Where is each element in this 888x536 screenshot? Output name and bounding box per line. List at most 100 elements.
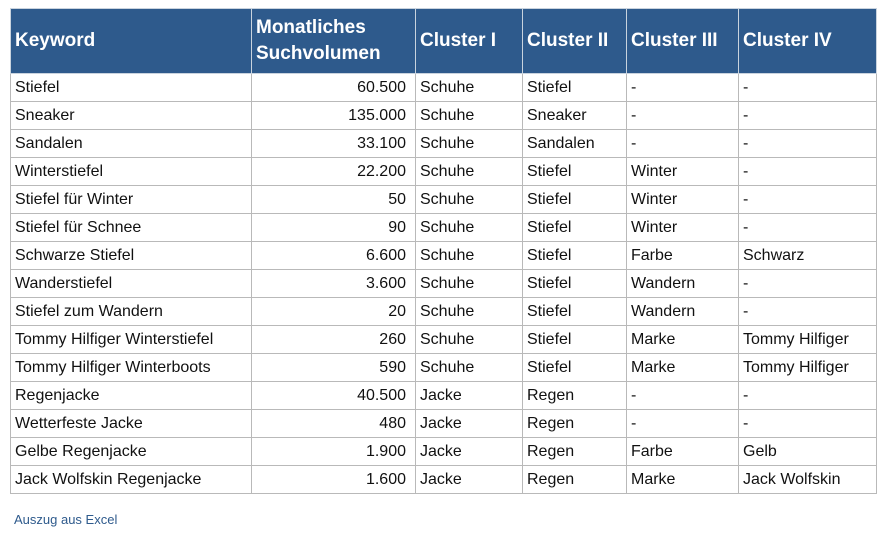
cluster-4-cell: - xyxy=(738,157,877,186)
keyword-cell: Winterstiefel xyxy=(10,157,252,186)
cluster-1-cell: Schuhe xyxy=(415,185,523,214)
table-row: Sandalen 33.100 Schuhe Sandalen - - xyxy=(10,129,877,158)
table-row: Schwarze Stiefel 6.600 Schuhe Stiefel Farbe S… xyxy=(10,241,877,270)
cluster-3-cell: Winter xyxy=(626,157,739,186)
cluster-2-cell: Stiefel xyxy=(522,157,627,186)
cluster-3-cell: Marke xyxy=(626,465,739,494)
keyword-cell: Jack Wolfskin Regenjacke xyxy=(10,465,252,494)
cluster-2-cell: Stiefel xyxy=(522,297,627,326)
header-cluster-1: Cluster I xyxy=(415,8,523,74)
keyword-cell: Regenjacke xyxy=(10,381,252,410)
cluster-2-cell: Regen xyxy=(522,437,627,466)
cluster-4-cell: - xyxy=(738,213,877,242)
cluster-2-cell: Regen xyxy=(522,465,627,494)
cluster-1-cell: Jacke xyxy=(415,409,523,438)
keyword-cell: Stiefel xyxy=(10,73,252,102)
cluster-4-cell: Jack Wolfskin xyxy=(738,465,877,494)
cluster-3-cell: Marke xyxy=(626,353,739,382)
keyword-cell: Stiefel zum Wandern xyxy=(10,297,252,326)
cluster-2-cell: Regen xyxy=(522,409,627,438)
cluster-4-cell: - xyxy=(738,297,877,326)
cluster-3-cell: - xyxy=(626,381,739,410)
table-row: Stiefel zum Wandern 20 Schuhe Stiefel Wander… xyxy=(10,297,877,326)
table-row: Stiefel für Schnee 90 Schuhe Stiefel Winter - xyxy=(10,213,877,242)
cluster-4-cell: - xyxy=(738,381,877,410)
cluster-4-cell: - xyxy=(738,129,877,158)
search-volume-cell: 33.100 xyxy=(251,129,416,158)
cluster-1-cell: Schuhe xyxy=(415,353,523,382)
table-row: Sneaker 135.000 Schuhe Sneaker - - xyxy=(10,101,877,130)
header-search-volume: Monatliches Suchvolumen xyxy=(251,8,416,74)
cluster-3-cell: Winter xyxy=(626,213,739,242)
cluster-1-cell: Schuhe xyxy=(415,269,523,298)
cluster-3-cell: - xyxy=(626,409,739,438)
table-row: Stiefel für Winter 50 Schuhe Stiefel Winter - xyxy=(10,185,877,214)
keyword-cell: Gelbe Regenjacke xyxy=(10,437,252,466)
cluster-2-cell: Stiefel xyxy=(522,325,627,354)
cluster-4-cell: Tommy Hilfiger xyxy=(738,325,877,354)
table-body: Stiefel 60.500 Schuhe Stiefel - - Sneaker 135.0… xyxy=(10,73,877,494)
cluster-2-cell: Sandalen xyxy=(522,129,627,158)
search-volume-cell: 590 xyxy=(251,353,416,382)
cluster-3-cell: - xyxy=(626,101,739,130)
table-row: Wanderstiefel 3.600 Schuhe Stiefel Wandern - xyxy=(10,269,877,298)
cluster-2-cell: Regen xyxy=(522,381,627,410)
cluster-1-cell: Jacke xyxy=(415,465,523,494)
cluster-1-cell: Schuhe xyxy=(415,157,523,186)
cluster-2-cell: Stiefel xyxy=(522,269,627,298)
table-caption: Auszug aus Excel xyxy=(14,512,118,527)
cluster-3-cell: - xyxy=(626,73,739,102)
header-row: Keyword Monatliches Suchvolumen Cluster … xyxy=(10,8,877,74)
cluster-1-cell: Jacke xyxy=(415,381,523,410)
search-volume-cell: 22.200 xyxy=(251,157,416,186)
table-row: Stiefel 60.500 Schuhe Stiefel - - xyxy=(10,73,877,102)
table-row: Tommy Hilfiger Winterstiefel 260 Schuhe Sti… xyxy=(10,325,877,354)
cluster-4-cell: - xyxy=(738,73,877,102)
cluster-2-cell: Stiefel xyxy=(522,353,627,382)
search-volume-cell: 50 xyxy=(251,185,416,214)
cluster-1-cell: Schuhe xyxy=(415,101,523,130)
keyword-cell: Schwarze Stiefel xyxy=(10,241,252,270)
table-row: Tommy Hilfiger Winterboots 590 Schuhe Stief… xyxy=(10,353,877,382)
cluster-4-cell: - xyxy=(738,409,877,438)
cluster-4-cell: - xyxy=(738,269,877,298)
cluster-4-cell: Tommy Hilfiger xyxy=(738,353,877,382)
cluster-3-cell: Farbe xyxy=(626,241,739,270)
table-row: Wetterfeste Jacke 480 Jacke Regen - - xyxy=(10,409,877,438)
search-volume-cell: 90 xyxy=(251,213,416,242)
search-volume-cell: 60.500 xyxy=(251,73,416,102)
cluster-2-cell: Stiefel xyxy=(522,73,627,102)
cluster-2-cell: Stiefel xyxy=(522,185,627,214)
keyword-cluster-table: Keyword Monatliches Suchvolumen Cluster … xyxy=(10,8,877,494)
cluster-1-cell: Schuhe xyxy=(415,213,523,242)
cluster-1-cell: Schuhe xyxy=(415,241,523,270)
search-volume-cell: 1.900 xyxy=(251,437,416,466)
cluster-3-cell: Marke xyxy=(626,325,739,354)
cluster-1-cell: Schuhe xyxy=(415,73,523,102)
cluster-1-cell: Jacke xyxy=(415,437,523,466)
cluster-4-cell: Schwarz xyxy=(738,241,877,270)
keyword-cell: Stiefel für Winter xyxy=(10,185,252,214)
table-row: Jack Wolfskin Regenjacke 1.600 Jacke Regen M… xyxy=(10,465,877,494)
keyword-cell: Stiefel für Schnee xyxy=(10,213,252,242)
search-volume-cell: 135.000 xyxy=(251,101,416,130)
cluster-2-cell: Stiefel xyxy=(522,241,627,270)
search-volume-cell: 260 xyxy=(251,325,416,354)
cluster-3-cell: Wandern xyxy=(626,297,739,326)
cluster-4-cell: Gelb xyxy=(738,437,877,466)
cluster-1-cell: Schuhe xyxy=(415,129,523,158)
cluster-3-cell: - xyxy=(626,129,739,158)
cluster-3-cell: Winter xyxy=(626,185,739,214)
search-volume-cell: 480 xyxy=(251,409,416,438)
keyword-cell: Sneaker xyxy=(10,101,252,130)
cluster-1-cell: Schuhe xyxy=(415,325,523,354)
header-keyword: Keyword xyxy=(10,8,252,74)
cluster-3-cell: Farbe xyxy=(626,437,739,466)
search-volume-cell: 1.600 xyxy=(251,465,416,494)
keyword-cell: Wanderstiefel xyxy=(10,269,252,298)
cluster-4-cell: - xyxy=(738,185,877,214)
table-row: Gelbe Regenjacke 1.900 Jacke Regen Farbe Gelb xyxy=(10,437,877,466)
cluster-2-cell: Stiefel xyxy=(522,213,627,242)
search-volume-cell: 6.600 xyxy=(251,241,416,270)
table-row: Winterstiefel 22.200 Schuhe Stiefel Winter - xyxy=(10,157,877,186)
